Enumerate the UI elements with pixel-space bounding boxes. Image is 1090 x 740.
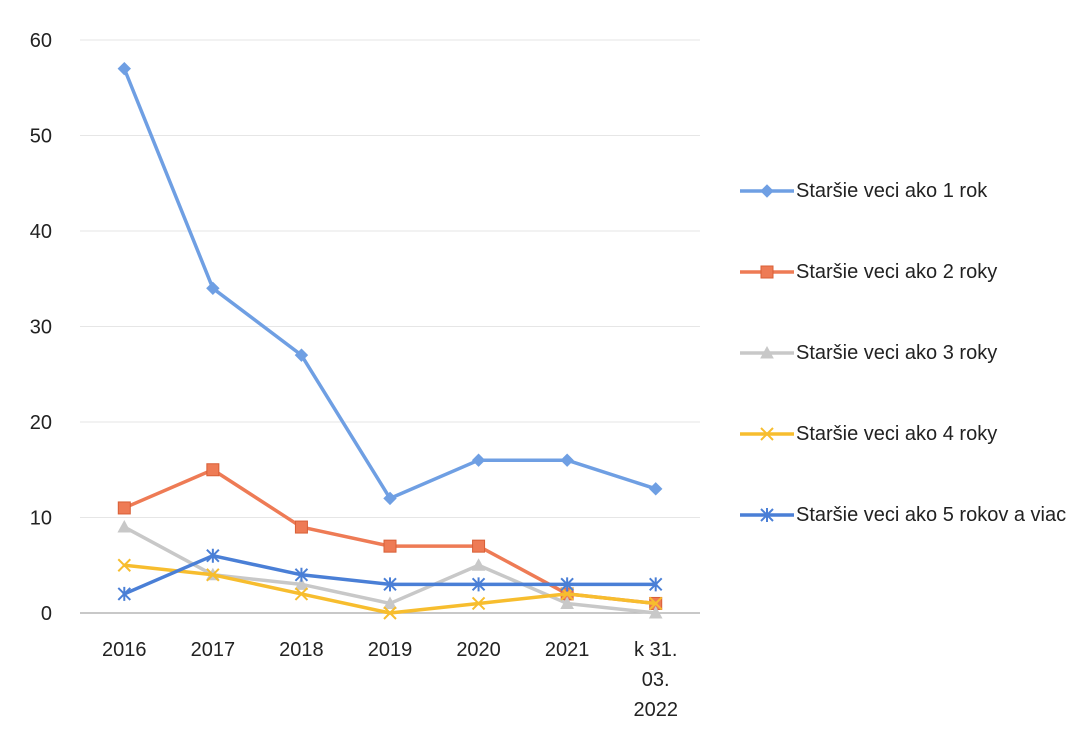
- series-4: [117, 558, 663, 620]
- data-point: [294, 520, 308, 534]
- series-lines: [117, 61, 663, 620]
- data-point: [294, 567, 309, 582]
- data-point: [649, 577, 663, 592]
- legend-swatch-3: [740, 345, 794, 359]
- legend-item-5: Staršie veci ako 5 rokov a viac: [738, 502, 1083, 583]
- data-point: [206, 568, 220, 582]
- data-point: [471, 596, 486, 611]
- legend-item-4: Staršie veci ako 4 roky: [738, 421, 1083, 502]
- gridlines: [80, 39, 700, 614]
- data-point: [649, 482, 663, 496]
- series-line-1: [122, 66, 658, 501]
- x-tick-label: 2017: [191, 639, 236, 661]
- data-point: [206, 463, 220, 477]
- x-tick-label: 2021: [545, 639, 590, 661]
- data-point: [117, 61, 131, 76]
- x-tick-label: 2016: [102, 639, 147, 661]
- data-point: [294, 348, 309, 362]
- data-point: [560, 587, 574, 601]
- data-point: [206, 548, 220, 563]
- y-tick-label: 10: [30, 508, 52, 530]
- data-point: [471, 453, 486, 467]
- legend-item-3: Staršie veci ako 3 roky: [738, 340, 1083, 421]
- series-3: [117, 520, 663, 619]
- legend-marker: [760, 345, 774, 359]
- y-tick-label: 20: [30, 412, 52, 434]
- data-point: [471, 558, 486, 571]
- legend-label-4: Staršie veci ako 4 roky: [796, 423, 998, 445]
- data-point: [383, 606, 397, 620]
- data-point: [206, 281, 220, 296]
- data-point: [294, 587, 309, 601]
- y-tick-label: 0: [41, 603, 52, 625]
- data-point: [560, 577, 574, 592]
- data-point: [560, 453, 574, 467]
- y-axis-tick-labels: 0 10 20 30 40 50 60: [30, 30, 52, 625]
- data-point: [471, 577, 486, 592]
- y-tick-label: 30: [30, 317, 52, 339]
- data-point: [648, 605, 663, 619]
- legend-label-2: Staršie veci ako 2 roky: [796, 261, 998, 283]
- data-point: [472, 539, 486, 553]
- x-axis-tick-labels: 2016 2017 2018 2019 2020 2021 k 31. 03. 2022: [102, 639, 678, 721]
- data-point: [560, 596, 574, 609]
- data-point: [383, 596, 397, 609]
- legend-item-2: Staršie veci ako 2 roky: [738, 259, 1083, 340]
- data-point: [294, 577, 309, 590]
- legend: Staršie veci ako 1 rok Staršie veci ako …: [738, 178, 1083, 583]
- legend-swatch-1: [740, 184, 794, 198]
- data-point: [117, 586, 131, 601]
- data-point: [383, 539, 397, 553]
- data-point: [383, 577, 397, 592]
- data-point: [383, 491, 397, 506]
- x-tick-label: k 31. 03. 2022: [633, 639, 678, 721]
- x-tick-label: 2019: [368, 639, 413, 661]
- legend-label-3: Staršie veci ako 3 roky: [796, 342, 998, 364]
- y-tick-label: 40: [30, 221, 52, 243]
- data-point: [117, 520, 132, 533]
- data-point: [117, 558, 131, 572]
- legend-item-1: Staršie veci ako 1 rok: [738, 178, 1083, 259]
- legend-swatch-5: [740, 508, 794, 522]
- legend-marker: [760, 184, 774, 198]
- legend-label-1: Staršie veci ako 1 rok: [796, 180, 988, 202]
- series-1: [117, 61, 663, 506]
- y-tick-label: 60: [30, 30, 52, 52]
- legend-label-5: Staršie veci ako 5 rokov a viac: [796, 504, 1067, 526]
- x-tick-label: 2020: [456, 639, 501, 661]
- legend-marker: [760, 427, 774, 441]
- x-tick-label: 2018: [279, 639, 324, 661]
- legend-marker: [760, 508, 774, 522]
- legend-swatch-2: [740, 265, 794, 279]
- y-tick-label: 50: [30, 126, 52, 148]
- series-5: [117, 548, 663, 601]
- data-point: [117, 501, 131, 515]
- legend-marker: [760, 265, 774, 279]
- legend-swatch-4: [740, 427, 794, 441]
- data-point: [649, 596, 663, 611]
